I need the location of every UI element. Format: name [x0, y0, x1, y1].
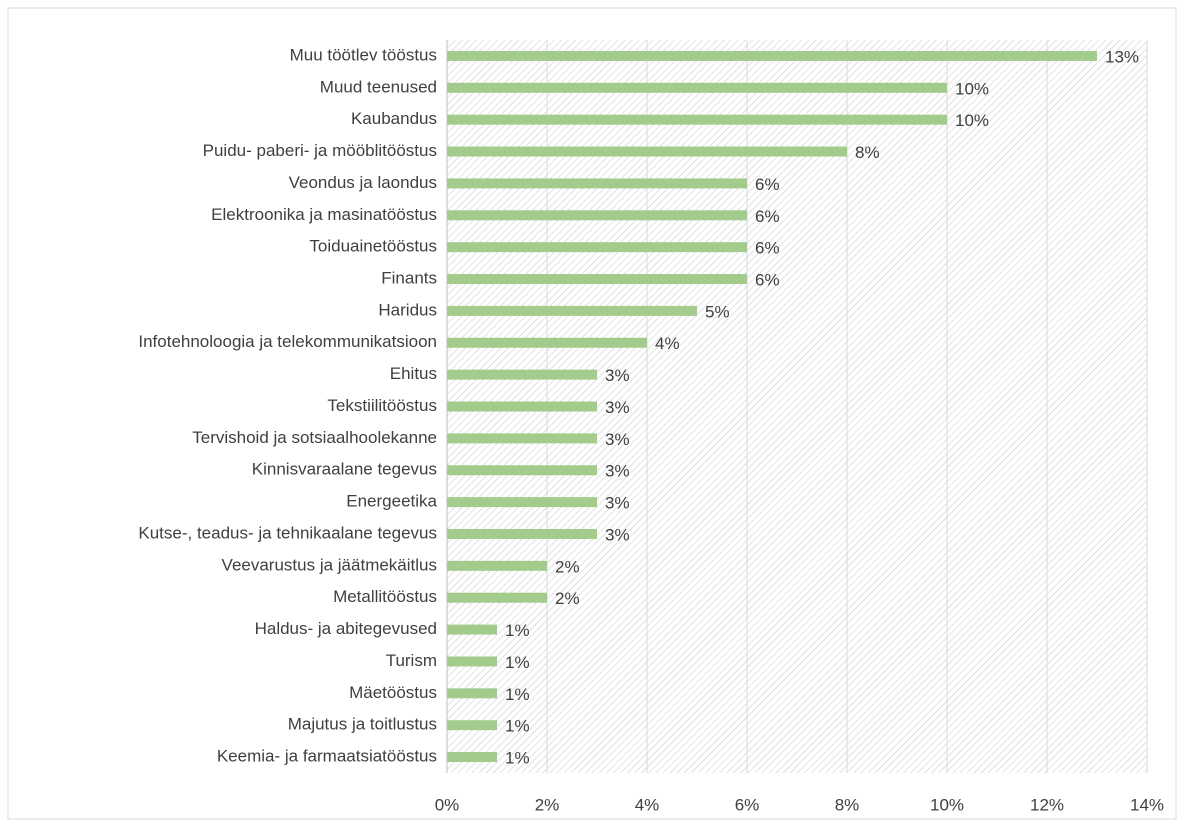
y-tick-label: Kaubandus: [351, 109, 437, 128]
x-tick-label: 14%: [1130, 795, 1164, 814]
y-tick-label: Energeetika: [346, 492, 437, 511]
value-label: 2%: [555, 589, 580, 608]
bar: [447, 337, 647, 348]
y-tick-label: Keemia- ja farmaatsiatööstus: [217, 747, 437, 766]
y-tick-label: Toiduainetööstus: [309, 237, 437, 256]
x-tick-label: 6%: [735, 795, 760, 814]
y-tick-label: Metallitööstus: [333, 587, 437, 606]
bar: [447, 146, 847, 157]
y-tick-label: Muu töötlev tööstus: [290, 45, 437, 64]
y-tick-label: Elektroonika ja masinatööstus: [211, 205, 437, 224]
y-tick-label: Kinnisvaraalane tegevus: [252, 460, 437, 479]
value-label: 1%: [505, 717, 530, 736]
x-tick-label: 0%: [435, 795, 460, 814]
y-tick-label: Kutse-, teadus- ja tehnikaalane tegevus: [138, 523, 437, 542]
bar: [447, 369, 597, 380]
value-label: 6%: [755, 207, 780, 226]
value-label: 3%: [605, 462, 630, 481]
value-label: 6%: [755, 271, 780, 290]
value-label: 1%: [505, 653, 530, 672]
y-tick-label: Puidu- paberi- ja mööblitööstus: [203, 141, 437, 160]
bar: [447, 752, 497, 763]
value-label: 3%: [605, 494, 630, 513]
bar: [447, 624, 497, 635]
value-label: 8%: [855, 143, 880, 162]
y-tick-label: Haldus- ja abitegevused: [255, 619, 437, 638]
value-label: 10%: [955, 111, 989, 130]
bar: [447, 178, 747, 189]
y-tick-label: Turism: [386, 651, 437, 670]
value-label: 2%: [555, 557, 580, 576]
bar: [447, 560, 547, 571]
value-label: 3%: [605, 525, 630, 544]
x-tick-label: 12%: [1030, 795, 1064, 814]
bar: [447, 401, 597, 412]
value-label: 1%: [505, 749, 530, 768]
bar: [447, 592, 547, 603]
y-tick-label: Mäetööstus: [349, 683, 437, 702]
value-label: 3%: [605, 366, 630, 385]
value-label: 6%: [755, 175, 780, 194]
x-tick-label: 2%: [535, 795, 560, 814]
value-label: 3%: [605, 398, 630, 417]
y-tick-label: Majutus ja toitlustus: [288, 715, 437, 734]
y-tick-label: Muud teenused: [320, 77, 437, 96]
value-label: 1%: [505, 685, 530, 704]
y-tick-label: Veevarustus ja jäätmekäitlus: [222, 555, 437, 574]
y-tick-label: Infotehnoloogia ja telekommunikatsioon: [138, 332, 437, 351]
bar: [447, 242, 747, 253]
bar: [447, 720, 497, 731]
x-tick-label: 8%: [835, 795, 860, 814]
value-label: 3%: [605, 430, 630, 449]
bar: [447, 50, 1097, 61]
y-tick-label: Ehitus: [390, 364, 437, 383]
bar: [447, 433, 597, 444]
bar: [447, 528, 597, 539]
bar: [447, 465, 597, 476]
bar: [447, 210, 747, 221]
bar: [447, 114, 947, 125]
bar: [447, 305, 697, 316]
bar: [447, 688, 497, 699]
y-tick-label: Finants: [381, 269, 437, 288]
value-label: 13%: [1105, 47, 1139, 66]
y-tick-label: Haridus: [378, 300, 437, 319]
y-tick-label: Veondus ja laondus: [289, 173, 437, 192]
bar: [447, 497, 597, 508]
x-tick-label: 4%: [635, 795, 660, 814]
y-tick-label: Tervishoid ja sotsiaalhoolekanne: [192, 428, 437, 447]
x-tick-label: 10%: [930, 795, 964, 814]
y-tick-label: Tekstiilitööstus: [327, 396, 437, 415]
bar: [447, 82, 947, 93]
value-label: 1%: [505, 621, 530, 640]
bar: [447, 274, 747, 285]
value-label: 10%: [955, 79, 989, 98]
bar: [447, 656, 497, 667]
value-label: 6%: [755, 239, 780, 258]
value-label: 4%: [655, 334, 680, 353]
value-label: 5%: [705, 302, 730, 321]
